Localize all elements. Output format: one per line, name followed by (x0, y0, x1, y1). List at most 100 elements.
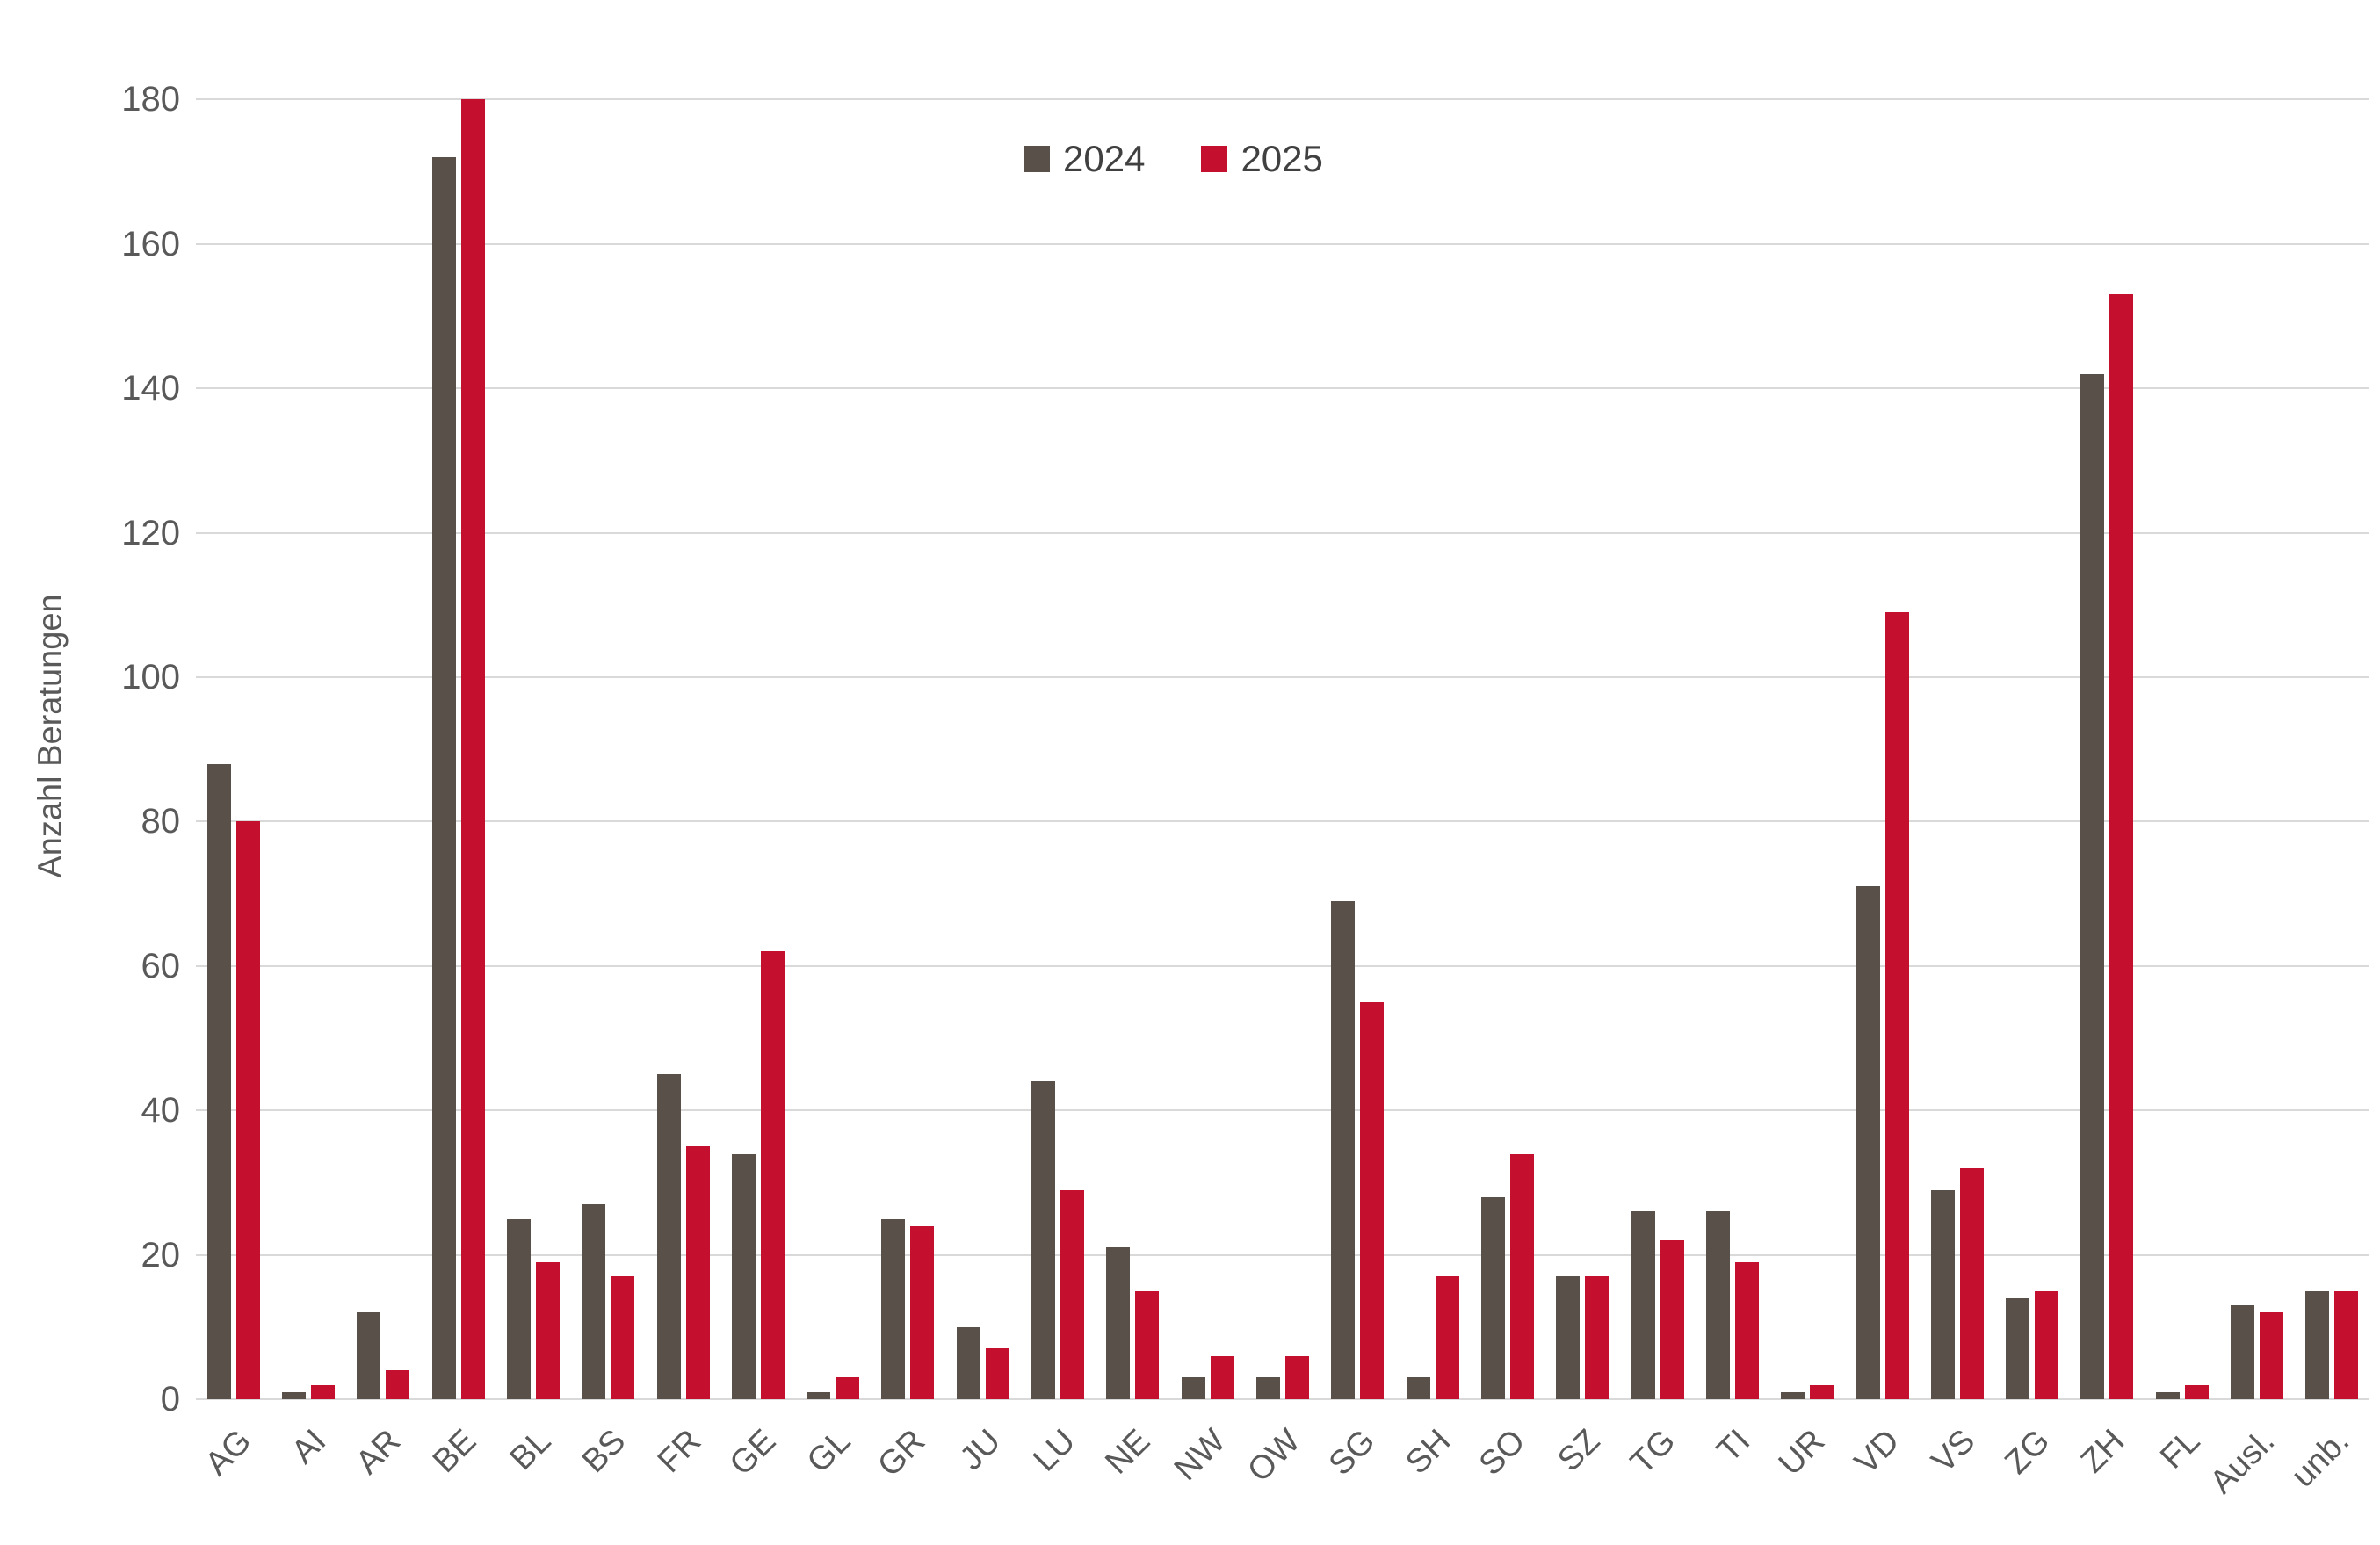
bar-2024-AI (281, 1391, 306, 1399)
bar-2024-ZH (2080, 373, 2105, 1399)
bar-group-SG (1320, 56, 1395, 1399)
bar-2024-LU (1031, 1081, 1056, 1399)
x-tick-label-BL: BL (503, 1422, 559, 1478)
bar-2025-GE (760, 951, 785, 1399)
legend-label-2025: 2025 (1241, 138, 1323, 179)
x-tick-label-JU: JU (952, 1422, 1009, 1478)
y-tick-label-120: 120 (121, 513, 180, 552)
bar-group-BL (496, 56, 570, 1399)
bar-group-BE (421, 56, 496, 1399)
x-tick-label-SG: SG (1322, 1422, 1383, 1484)
bar-2025-AG (235, 821, 260, 1399)
bar-2024-OW (1256, 1377, 1281, 1399)
x-tick-label-LU: LU (1026, 1422, 1083, 1479)
bar-group-SO (1470, 56, 1544, 1399)
bar-group-GR (871, 56, 945, 1399)
bar-2025-Ausl. (2260, 1312, 2284, 1399)
bar-2025-ZG (2035, 1290, 2059, 1399)
x-axis-labels: AG AI AR BE BL BS FR GE GL GR JU LU NE NW OW SG SH SO SZ TG… (196, 1399, 2369, 1545)
legend-swatch-2025 (1201, 146, 1228, 172)
gridline-140 (196, 387, 2369, 390)
legend-swatch-2024 (1024, 146, 1050, 172)
bar-group-UR (1770, 56, 1845, 1399)
bar-group-AR (346, 56, 421, 1399)
bar-2025-SO (1509, 1153, 1534, 1399)
x-tick-label-AR: AR (349, 1422, 409, 1482)
bar-group-GL (796, 56, 871, 1399)
x-tick-label-GE: GE (722, 1422, 784, 1484)
bar-group-SZ (1545, 56, 1620, 1399)
legend-label-2024: 2024 (1063, 138, 1146, 179)
bar-2025-FR (685, 1146, 710, 1399)
y-axis-labels: 0 20 40 60 80 100 120 140 160 180 (0, 56, 181, 1417)
x-tick-label-unb.: unb. (2284, 1422, 2357, 1495)
x-tick-label-UR: UR (1771, 1422, 1833, 1484)
bar-group-OW (1245, 56, 1320, 1399)
bar-group-VD (1845, 56, 1920, 1399)
y-tick-label-40: 40 (141, 1091, 181, 1130)
x-tick-label-AG: AG (198, 1422, 258, 1484)
bar-groups (196, 56, 2369, 1399)
x-tick-label-VD: VD (1848, 1422, 1907, 1482)
y-tick-label-0: 0 (160, 1380, 180, 1419)
bar-group-unb. (2295, 56, 2369, 1399)
bar-2025-BE (460, 99, 485, 1399)
x-tick-label-ZH: ZH (2074, 1422, 2132, 1481)
gridline-180 (196, 98, 2369, 101)
bar-2025-OW (1285, 1355, 1310, 1399)
bar-2025-TI (1734, 1261, 1759, 1399)
x-tick-label-ZG: ZG (1998, 1422, 2058, 1482)
bar-group-AI (271, 56, 345, 1399)
bar-group-TI (1695, 56, 1769, 1399)
bar-2025-VS (1959, 1167, 1984, 1399)
bar-group-ZH (2070, 56, 2145, 1399)
x-tick-label-FR: FR (650, 1422, 708, 1481)
legend-item-2024: 2024 (1024, 141, 1145, 177)
bar-2024-SH (1406, 1377, 1430, 1399)
bar-2025-BL (535, 1261, 560, 1399)
bar-2024-SG (1331, 900, 1356, 1399)
bar-2025-FL (2184, 1384, 2209, 1399)
bar-group-TG (1620, 56, 1695, 1399)
bar-2024-AR (357, 1312, 381, 1399)
bar-group-VS (1920, 56, 1994, 1399)
bar-group-NW (1170, 56, 1245, 1399)
x-tick-label-GL: GL (799, 1422, 858, 1481)
x-axis-baseline (196, 1398, 2369, 1400)
bar-group-ZG (1995, 56, 2070, 1399)
x-tick-label-Ausl.: Ausl. (2203, 1422, 2282, 1502)
y-tick-label-160: 160 (121, 224, 180, 264)
bar-2024-VS (1930, 1189, 1955, 1399)
gridline-80 (196, 820, 2369, 823)
gridline-120 (196, 531, 2369, 534)
x-tick-label-NE: NE (1098, 1422, 1158, 1482)
bar-2025-NE (1135, 1290, 1160, 1399)
x-tick-label-SH: SH (1398, 1422, 1458, 1482)
bar-2025-NW (1210, 1355, 1234, 1399)
x-tick-label-GR: GR (871, 1422, 933, 1484)
gridline-60 (196, 964, 2369, 967)
bar-2025-AI (310, 1384, 335, 1399)
gridline-20 (196, 1253, 2369, 1256)
bar-2024-ZG (2006, 1297, 2030, 1399)
y-tick-label-140: 140 (121, 369, 180, 408)
x-tick-label-SZ: SZ (1551, 1422, 1608, 1479)
bar-2024-NE (1106, 1247, 1131, 1399)
x-tick-label-VS: VS (1924, 1422, 1983, 1481)
bar-2024-BL (506, 1218, 531, 1399)
bar-2024-AG (206, 763, 231, 1399)
bar-2024-unb. (2305, 1290, 2330, 1399)
y-tick-label-20: 20 (141, 1235, 181, 1274)
x-tick-label-FL: FL (2152, 1422, 2208, 1476)
bar-2024-JU (956, 1326, 980, 1399)
bar-group-FL (2145, 56, 2219, 1399)
bar-2024-VD (1856, 886, 1880, 1399)
bar-2025-BS (611, 1276, 635, 1399)
bar-2024-FR (656, 1074, 681, 1399)
x-tick-label-BS: BS (575, 1422, 633, 1481)
gridline-100 (196, 675, 2369, 678)
bar-2025-ZH (2109, 294, 2134, 1399)
bar-group-LU (1020, 56, 1095, 1399)
bar-2025-unb. (2334, 1290, 2359, 1399)
bar-2024-UR (1781, 1391, 1805, 1399)
